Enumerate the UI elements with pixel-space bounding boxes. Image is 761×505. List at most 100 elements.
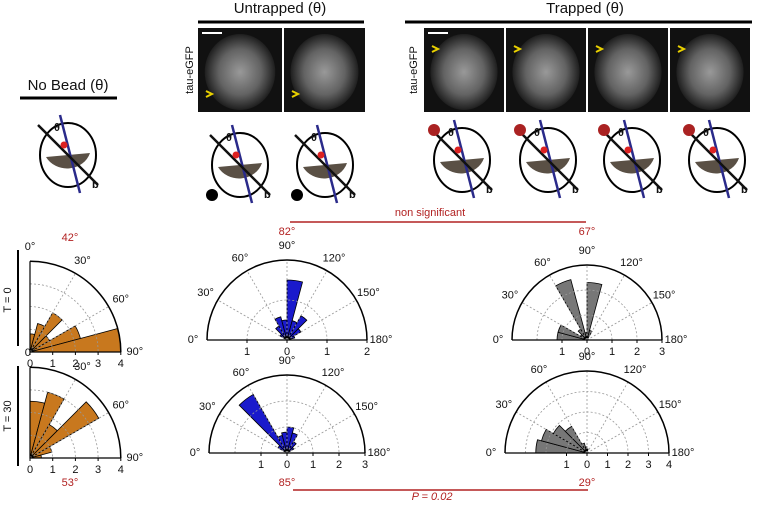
angle-label: 0°: [188, 334, 199, 346]
polar-frame: [504, 370, 670, 454]
r-tick-label: 3: [362, 459, 368, 471]
cell-outline: [519, 127, 577, 193]
cell-outline: [39, 122, 97, 188]
axis-line: [431, 129, 493, 191]
grid-spoke: [286, 413, 355, 454]
grid-spoke: [246, 270, 288, 341]
r-tick-label: 0: [27, 464, 33, 476]
bead-label: b: [264, 189, 271, 201]
panel-title: Untrapped (θ): [234, 0, 327, 17]
cell-outline: [603, 127, 661, 193]
cell-image: [676, 34, 744, 110]
angle-label: 0°: [486, 447, 497, 459]
axis-line: [452, 119, 476, 199]
row-label: T = 0: [2, 287, 14, 312]
angle-label: 90°: [126, 452, 143, 464]
histogram-wedge: [555, 279, 588, 341]
r-tick-label: 2: [634, 346, 640, 358]
angle-label: 180°: [368, 447, 391, 459]
r-tick-label: 0: [584, 346, 590, 358]
r-tick-label: 1: [559, 346, 565, 358]
theta-label: θ: [703, 127, 709, 139]
r-tick-label: 1: [50, 358, 56, 370]
angle-label: 0°: [190, 447, 201, 459]
grid-spoke: [286, 385, 327, 454]
grid-circle: [29, 328, 54, 353]
marker: [595, 45, 605, 53]
grid-circle: [246, 299, 328, 341]
grid-spoke: [29, 306, 109, 353]
r-tick-label: 3: [95, 358, 101, 370]
angle-label: 180°: [370, 334, 393, 346]
grid-spoke: [515, 411, 588, 454]
r-tick-label: 4: [118, 358, 124, 370]
angle-label: 60°: [112, 294, 129, 306]
polar-frame: [29, 366, 122, 459]
marker: [677, 45, 687, 53]
r-tick-label: 3: [645, 459, 651, 471]
angle-label: 150°: [357, 287, 380, 299]
angle-label: 60°: [531, 364, 548, 376]
bead: [514, 124, 526, 136]
angle-label: 90°: [126, 346, 143, 358]
r-tick-label: 3: [659, 346, 665, 358]
bead-label: b: [486, 184, 493, 196]
grid-spoke: [549, 274, 588, 341]
axis-line: [707, 119, 731, 199]
polar-axis: [29, 367, 121, 459]
cell-image: [594, 34, 662, 110]
angle-label: 30°: [74, 255, 91, 267]
grid-spoke: [247, 385, 288, 454]
angle-label: 60°: [534, 257, 551, 269]
histogram-wedge: [238, 393, 288, 454]
grid-spoke: [586, 411, 659, 454]
r-tick-label: 3: [95, 464, 101, 476]
r-tick-label: 2: [625, 459, 631, 471]
image-label: tau-eGFP: [408, 46, 420, 94]
bead-label: b: [741, 184, 748, 196]
polar-frame: [511, 264, 663, 341]
grid-spoke: [286, 299, 357, 341]
angle-label: 150°: [653, 289, 676, 301]
angle-label: 0°: [25, 241, 36, 253]
grid-spoke: [545, 381, 588, 454]
theta-label: θ: [226, 132, 232, 144]
angle-label: 30°: [496, 399, 513, 411]
theta-label: θ: [54, 122, 60, 134]
polar-frame: [208, 374, 366, 454]
mean-angle: 67°: [579, 226, 596, 238]
axis-line: [230, 124, 254, 204]
panel-title: Trapped (θ): [546, 0, 624, 17]
angle-label: 60°: [232, 252, 249, 264]
bead-label: b: [572, 184, 579, 196]
angle-label: 90°: [279, 355, 296, 367]
r-tick-label: 2: [336, 459, 342, 471]
grid-spoke: [219, 413, 288, 454]
axis-line: [622, 119, 646, 199]
histogram-wedge: [29, 401, 100, 459]
row-label: T = 30: [2, 400, 14, 431]
r-tick-label: 4: [666, 459, 672, 471]
grid-spoke: [586, 274, 625, 341]
grid-spoke: [286, 270, 328, 341]
r-tick-label: 1: [50, 464, 56, 476]
angle-label: 150°: [659, 399, 682, 411]
mean-angle: 42°: [62, 232, 79, 244]
cell-image: [512, 34, 580, 110]
angle-label: 0°: [25, 347, 36, 359]
cell-outline: [211, 132, 269, 198]
cell-outline: [688, 127, 746, 193]
centrosome: [60, 141, 68, 149]
grid-spoke: [521, 302, 588, 341]
grid-spoke: [586, 381, 629, 454]
angle-label: 30°: [197, 287, 214, 299]
marker: [291, 90, 301, 98]
axis-line: [538, 119, 562, 199]
polar-frame: [29, 260, 122, 353]
mean-angle: 53°: [62, 477, 79, 489]
grid-circle: [29, 389, 99, 459]
bead: [598, 124, 610, 136]
r-tick-label: 0: [284, 346, 290, 358]
angle-label: 120°: [620, 257, 643, 269]
r-tick-label: 4: [118, 464, 124, 476]
